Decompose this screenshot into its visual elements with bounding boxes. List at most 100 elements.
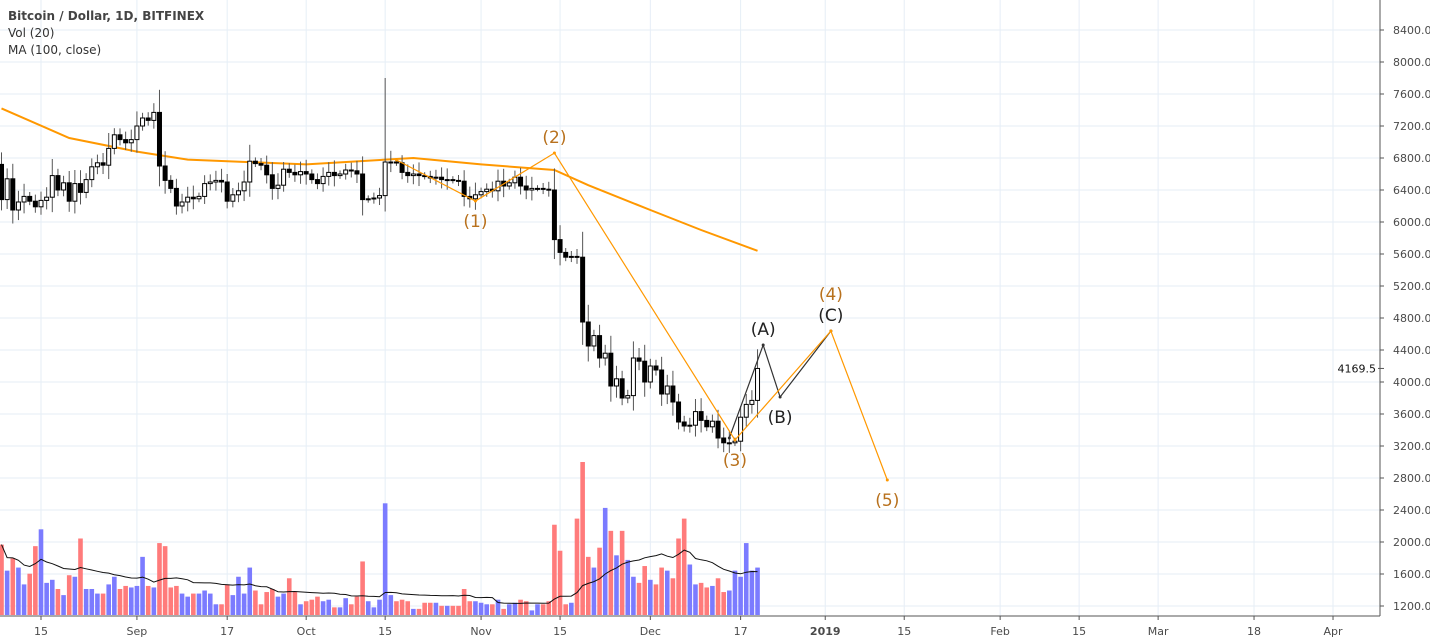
volume-bar [495,599,501,615]
time-tick-label: 15 [1072,625,1086,638]
candle-body [219,179,225,183]
time-tick-label: 17 [220,625,234,638]
volume-bar [721,592,726,615]
volume-bar [439,605,444,615]
volume-bar [585,556,591,615]
price-tick-label: 6800.0 [1393,152,1430,165]
volume-bar [219,604,224,615]
candle-body [523,185,529,191]
price-tick-label: 6000.0 [1393,216,1430,229]
candle-body [10,178,16,211]
volume-bar [207,593,213,615]
candle-body [721,437,727,444]
elliott-wave-label: (2) [542,128,566,148]
volume-bar [755,567,760,615]
candle-body [337,173,343,177]
volume-bar [631,576,636,615]
candle-body [540,187,546,190]
price-tick-label: 2400.0 [1393,504,1430,517]
time-tick-label: Feb [990,625,1009,638]
ma100-line [1,107,758,252]
candle-body [343,169,349,175]
candle-body [264,164,270,176]
price-tick-label: 3200.0 [1393,440,1430,453]
time-tick-label: Dec [640,625,661,638]
volume-bar [89,588,95,615]
candle-body [597,335,603,359]
volume-bar [382,503,388,615]
volume-bar [670,578,676,615]
elliott-wave-point [885,478,889,482]
volume-bar [315,596,320,615]
price-tick-label: 4400.0 [1393,344,1430,357]
candle-body [630,357,636,397]
volume-bar [557,550,563,615]
volume-bar [422,602,427,615]
candle-body [371,197,377,200]
price-tick-label: 5200.0 [1393,280,1430,293]
volume-bar [484,604,490,615]
volume-bar [597,547,602,615]
volume-bar [614,555,619,615]
price-tick-label: 8400.0 [1393,24,1430,37]
time-tick-label: Nov [470,625,492,638]
volume-bar [185,596,190,615]
volume-bar [523,601,529,615]
volume-bar [608,530,614,615]
candle-body [140,117,146,127]
candle-body [354,170,360,175]
volume-bar [501,608,506,615]
volume-bar [95,593,100,615]
candle-body [591,335,597,347]
volume-bar [518,599,523,615]
price-tick-label: 2000.0 [1393,536,1430,549]
symbol-title[interactable]: Bitcoin / Dollar, 1D, BITFINEX [8,9,205,23]
candle-body [574,255,580,258]
candle-body [275,184,281,189]
volume-bar [202,590,207,615]
volume-bar [738,576,743,615]
candle-body [551,189,557,241]
volume-bar [473,601,478,615]
volume-bar [112,576,117,615]
candle-body [726,442,732,445]
price-tick-label: 4800.0 [1393,312,1430,325]
volume-bar [704,587,710,615]
volume-bar [253,590,258,615]
volume-bar [337,607,343,615]
candle-body [659,369,665,395]
ma-indicator-label[interactable]: MA (100, close) [8,43,102,57]
volume-bar [61,595,66,615]
volume-indicator-label[interactable]: Vol (20) [8,26,55,40]
price-tick-label: 8000.0 [1393,56,1430,69]
volume-bar [21,584,27,615]
volume-bar [377,599,382,615]
volume-bar [512,602,518,615]
volume-bar [258,604,264,615]
candle-body [213,179,219,183]
volume-bar [388,595,394,615]
volume-bar [411,608,416,615]
volume-bar [467,601,473,615]
candle-body [365,198,371,201]
candle-body [207,181,213,185]
volume-bar [563,604,569,615]
volume-bar [506,604,512,615]
volume-bar [743,543,749,615]
abc-wave-label: (C) [818,306,843,326]
volume-bar [360,561,365,615]
candle-body [230,194,236,202]
volume-bar [444,605,450,615]
candle-body [314,179,320,185]
candle-body [382,161,388,197]
price-tick-label: 5600.0 [1393,248,1430,261]
candle-body [241,181,247,192]
volume-bar [320,601,326,615]
candle-body [416,173,422,177]
volume-bar [343,598,348,615]
price-tick-label: 7200.0 [1393,120,1430,133]
abc-wave-point [727,436,731,440]
volume-bar [292,592,298,615]
volume-bar [427,602,433,615]
